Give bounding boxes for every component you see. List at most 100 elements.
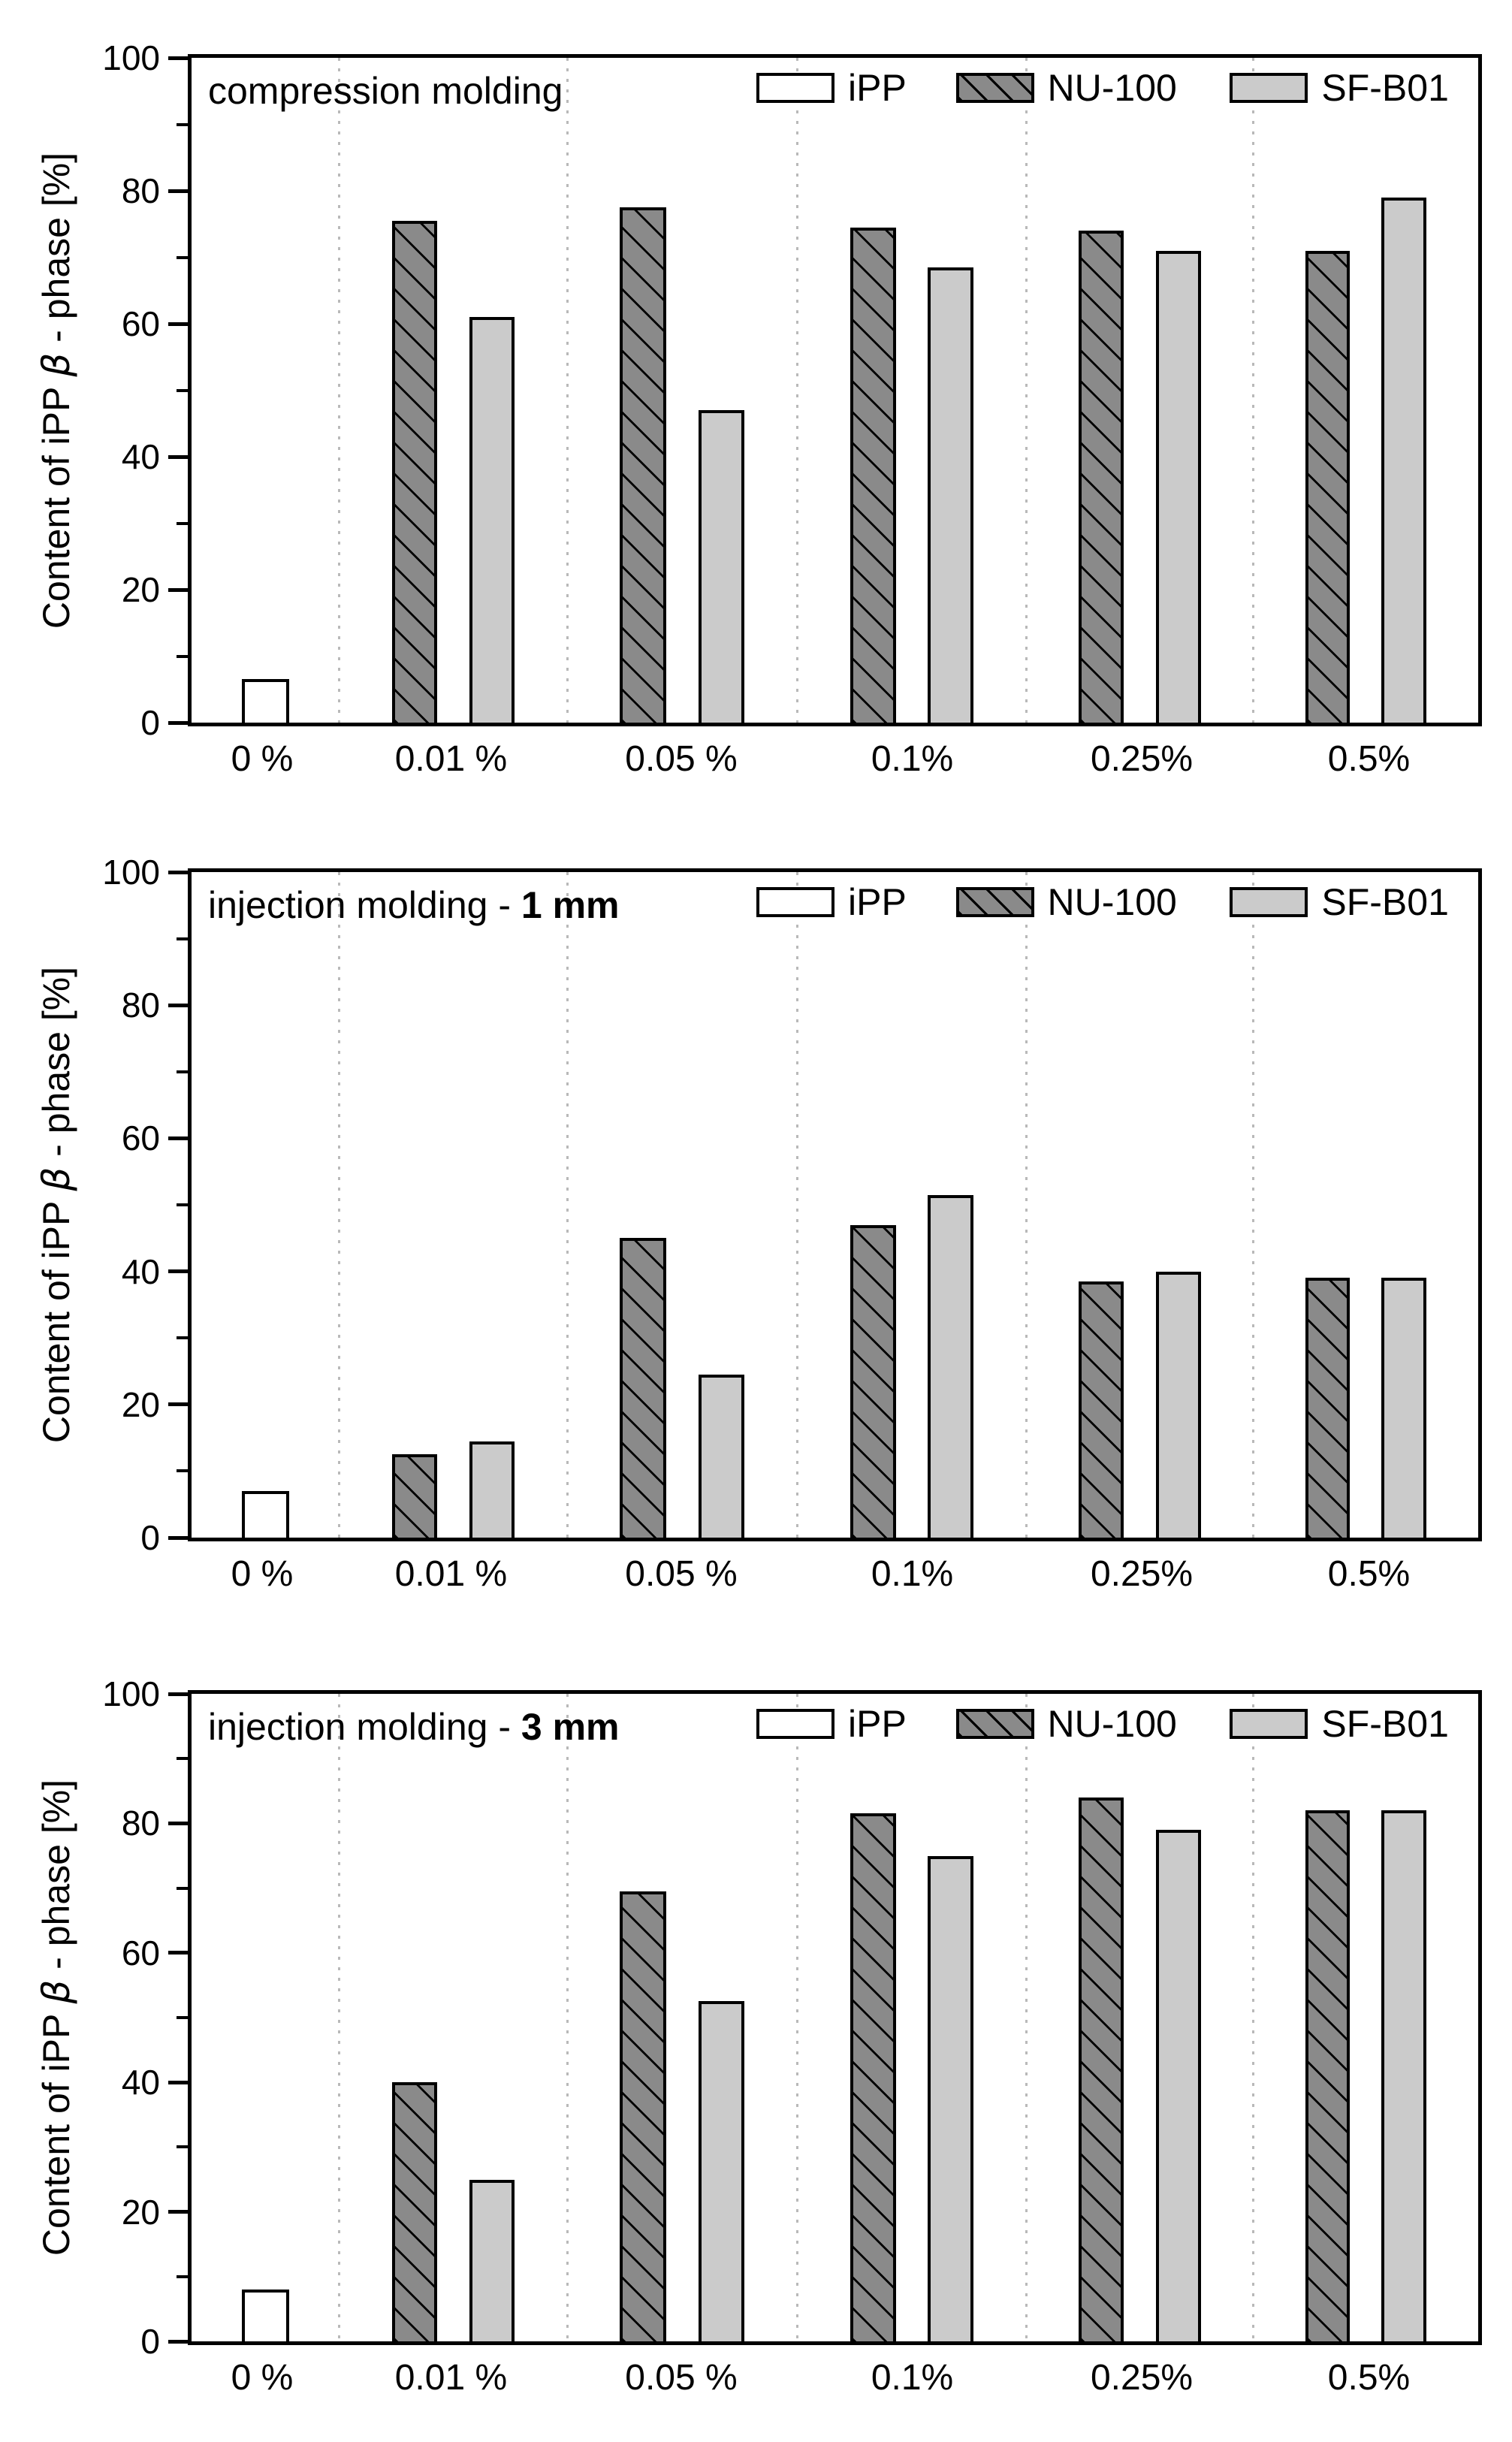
x-axis-category-label: 0.01 % bbox=[394, 739, 508, 779]
bar-nu100-0.1% bbox=[850, 1224, 896, 1538]
bar-nu100-0.5% bbox=[1305, 1810, 1351, 2341]
y-axis-title-text: Content of iPP bbox=[35, 376, 77, 629]
y-axis-title-text: - phase [%] bbox=[35, 1779, 77, 1980]
legend-label-sfb01: SF-B01 bbox=[1321, 67, 1449, 109]
y-axis-title-text: Content of iPP bbox=[35, 1191, 77, 1444]
legend-swatch-sfb01 bbox=[1230, 73, 1308, 103]
legend-swatch-ipp bbox=[756, 887, 834, 917]
plot-area: 0 20 40 60 80 100 injection molding - 3 mm iPP N… bbox=[102, 1677, 1482, 2359]
category-boundary-gridline bbox=[566, 1694, 569, 2341]
y-axis-tick-label: 20 bbox=[121, 570, 160, 609]
y-axis-title-text: - phase [%] bbox=[35, 152, 77, 353]
x-axis-category-label: 0 % bbox=[231, 2358, 294, 2398]
beta-symbol: β bbox=[35, 1979, 78, 2004]
bar-nu100-0.05% bbox=[620, 207, 666, 723]
category-boundary-gridline bbox=[1025, 872, 1028, 1538]
legend-item-sfb01: SF-B01 bbox=[1230, 67, 1449, 109]
x-axis-category-label: 0 % bbox=[231, 739, 294, 779]
category-boundary-gridline bbox=[795, 58, 798, 723]
y-axis-major-tick bbox=[168, 454, 188, 459]
bar-nu100-0.1% bbox=[850, 1813, 896, 2341]
y-axis-tick-label: 40 bbox=[121, 437, 160, 476]
y-axis-tick-label: 100 bbox=[102, 38, 160, 77]
category-boundary-gridline bbox=[795, 872, 798, 1538]
y-axis-major-tick bbox=[168, 870, 188, 874]
y-axis-major-tick bbox=[168, 2080, 188, 2084]
y-axis-title: Content of iPP β - phase [%] bbox=[35, 152, 78, 629]
x-axis-category-label: 0.1% bbox=[871, 1554, 954, 1594]
y-axis-tick-label: 0 bbox=[140, 703, 160, 742]
x-axis-category-label: 0.05 % bbox=[625, 1554, 738, 1594]
x-axis-category-label: 0.05 % bbox=[625, 739, 738, 779]
legend-label-ipp: iPP bbox=[848, 881, 907, 923]
plot-area: 0 20 40 60 80 100 compression molding iPP NU-100… bbox=[102, 41, 1482, 740]
y-axis-minor-tick bbox=[177, 255, 188, 259]
y-axis-major-tick bbox=[168, 1951, 188, 1955]
y-axis-minor-tick bbox=[177, 2274, 188, 2278]
y-axis-tick-label: 60 bbox=[121, 304, 160, 343]
bar-sfb01-0.5% bbox=[1381, 1810, 1427, 2341]
y-axis-tick-label: 0 bbox=[140, 1518, 160, 1557]
y-axis-minor-tick bbox=[177, 1886, 188, 1890]
y-axis-major-tick bbox=[168, 1269, 188, 1274]
bar-ipp-0% bbox=[241, 1490, 289, 1538]
y-axis-major-tick bbox=[168, 1535, 188, 1540]
legend-item-nu100: NU-100 bbox=[955, 1703, 1177, 1745]
legend-swatch-nu100 bbox=[955, 73, 1034, 103]
legend-item-sfb01: SF-B01 bbox=[1230, 883, 1449, 921]
x-axis-category-label: 0.01 % bbox=[394, 1554, 508, 1594]
y-axis-major-tick bbox=[168, 1402, 188, 1407]
legend-label-ipp: iPP bbox=[848, 1703, 907, 1745]
bar-nu100-0.01% bbox=[391, 1454, 438, 1538]
y-axis-title-text: - phase [%] bbox=[35, 966, 77, 1167]
x-axis-category-label: 0.25% bbox=[1090, 1554, 1194, 1594]
y-axis-tick-label: 20 bbox=[121, 2192, 160, 2232]
y-axis-major-tick bbox=[168, 1003, 188, 1007]
category-boundary-gridline bbox=[566, 872, 569, 1538]
legend-item-sfb01: SF-B01 bbox=[1230, 1705, 1449, 1743]
bar-sfb01-0.05% bbox=[698, 2001, 744, 2341]
y-axis-minor-tick bbox=[177, 654, 188, 658]
y-axis-major-tick bbox=[168, 2339, 188, 2344]
bar-nu100-0.5% bbox=[1305, 250, 1351, 723]
y-axis-minor-tick bbox=[177, 2016, 188, 2019]
y-axis-major-tick bbox=[168, 587, 188, 592]
category-boundary-gridline bbox=[1025, 58, 1028, 723]
legend-swatch-ipp bbox=[756, 73, 834, 103]
y-axis-minor-tick bbox=[177, 521, 188, 525]
legend-label-nu100: NU-100 bbox=[1047, 67, 1177, 109]
bar-nu100-0.25% bbox=[1079, 231, 1124, 723]
y-axis-minor-tick bbox=[177, 388, 188, 392]
legend-item-ipp: iPP bbox=[756, 881, 907, 923]
chart-title: injection molding - 3 mm bbox=[208, 1706, 620, 1749]
chart-title-text: compression molding bbox=[208, 70, 563, 112]
legend-label-nu100: NU-100 bbox=[1047, 1703, 1177, 1745]
y-axis-minor-tick bbox=[177, 2145, 188, 2149]
legend-item-ipp: iPP bbox=[756, 1703, 907, 1745]
y-axis-minor-tick bbox=[177, 1469, 188, 1473]
y-axis-tick-label: 20 bbox=[121, 1384, 160, 1424]
chart-3-injection-molding-3mm: Content of iPP β - phase [%] 0 20 40 60 80 100… bbox=[0, 1677, 1512, 2442]
bar-nu100-0.25% bbox=[1079, 1797, 1124, 2341]
bar-sfb01-0.1% bbox=[928, 267, 974, 723]
legend-swatch-nu100 bbox=[955, 1709, 1034, 1739]
y-axis-tick-label: 60 bbox=[121, 1933, 160, 1973]
x-axis-category-label: 0.1% bbox=[871, 739, 954, 779]
legend-swatch-nu100 bbox=[955, 887, 1034, 917]
bar-sfb01-0.25% bbox=[1155, 250, 1202, 723]
beta-symbol: β bbox=[35, 352, 78, 377]
y-axis-tick-label: 80 bbox=[121, 1804, 160, 1843]
bar-sfb01-0.05% bbox=[698, 410, 744, 723]
bar-nu100-0.25% bbox=[1079, 1281, 1124, 1538]
y-axis-major-tick bbox=[168, 189, 188, 193]
y-axis-major-tick bbox=[168, 2210, 188, 2214]
chart-1-compression-molding: Content of iPP β - phase [%] 0 20 40 60 80 100… bbox=[0, 41, 1512, 824]
x-axis-category-label: 0.01 % bbox=[394, 2358, 508, 2398]
category-boundary-gridline bbox=[795, 1694, 798, 2341]
bar-ipp-0% bbox=[241, 2290, 289, 2341]
y-axis-major-tick bbox=[168, 720, 188, 725]
category-boundary-gridline bbox=[338, 872, 341, 1538]
y-axis-title-text: Content of iPP bbox=[35, 2003, 77, 2256]
y-axis-tick-label: 60 bbox=[121, 1118, 160, 1158]
